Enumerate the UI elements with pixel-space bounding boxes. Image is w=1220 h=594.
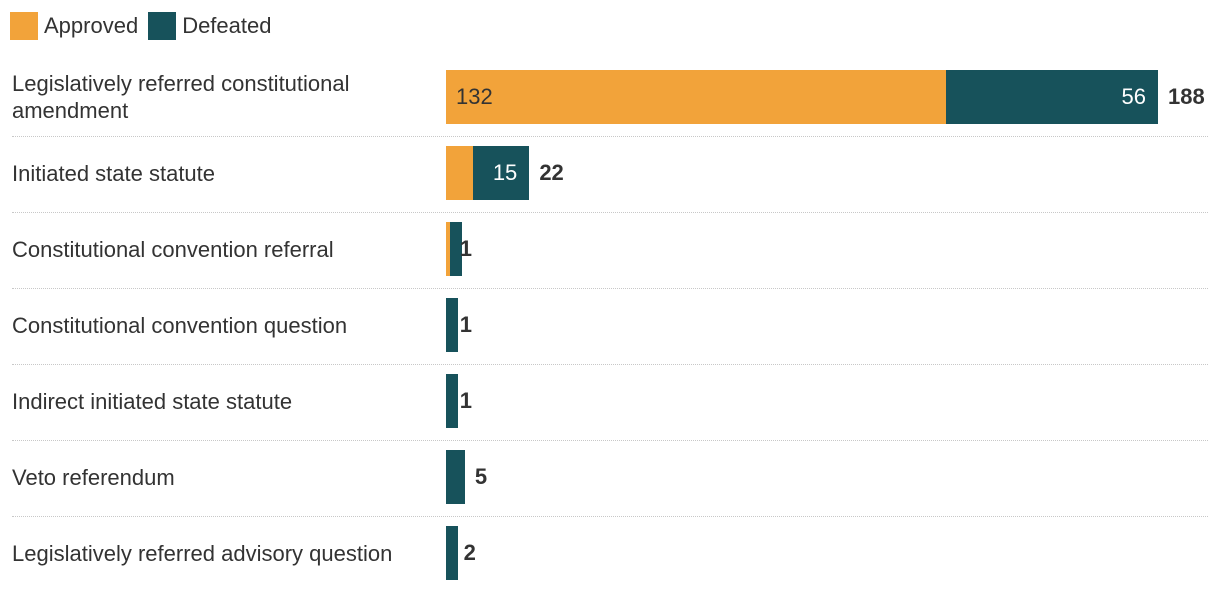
bar-segment	[446, 298, 458, 352]
separator	[12, 288, 1208, 289]
total-label: 1	[459, 236, 473, 261]
bar-segment	[446, 374, 458, 428]
bar-segment: 132	[446, 70, 946, 124]
total-label: 2	[463, 540, 476, 565]
bar-segment	[446, 450, 465, 504]
total-label: 188	[1168, 84, 1205, 109]
total-label: 5	[474, 464, 488, 489]
legend-label: Approved	[44, 13, 139, 38]
category-label: Indirect initiated state statute	[12, 388, 293, 414]
bar-segment	[449, 222, 462, 276]
bar-segment	[446, 526, 458, 580]
legend-swatch	[148, 12, 177, 40]
legend-item: Approved	[10, 12, 138, 40]
legend: Approved Defeated	[10, 12, 281, 40]
bar-segment	[446, 146, 473, 200]
bar-segment: 15	[472, 146, 530, 200]
separator	[12, 364, 1208, 365]
total-label: 1	[459, 388, 473, 413]
separator	[12, 136, 1208, 137]
legend-swatch	[10, 12, 38, 40]
category-label: Constitutional convention question	[12, 312, 348, 338]
bar-segment: 56	[945, 70, 1158, 124]
category-label: Legislatively referred advisory question	[12, 540, 393, 566]
category-label: Initiated state statute	[12, 160, 216, 186]
category-label: Veto referendum	[12, 464, 175, 490]
category-label: Legislatively referred constitutional am…	[12, 71, 350, 123]
separator	[12, 516, 1208, 517]
legend-item: Defeated	[148, 12, 271, 40]
separator	[12, 212, 1208, 213]
value-label: 15	[492, 160, 518, 185]
total-label: 1	[459, 312, 473, 337]
value-label: 56	[1121, 84, 1146, 109]
total-label: 22	[539, 160, 564, 185]
separator	[12, 440, 1208, 441]
category-label: Constitutional convention referral	[12, 236, 334, 262]
value-label: 132	[456, 84, 493, 109]
legend-label: Defeated	[182, 13, 272, 38]
